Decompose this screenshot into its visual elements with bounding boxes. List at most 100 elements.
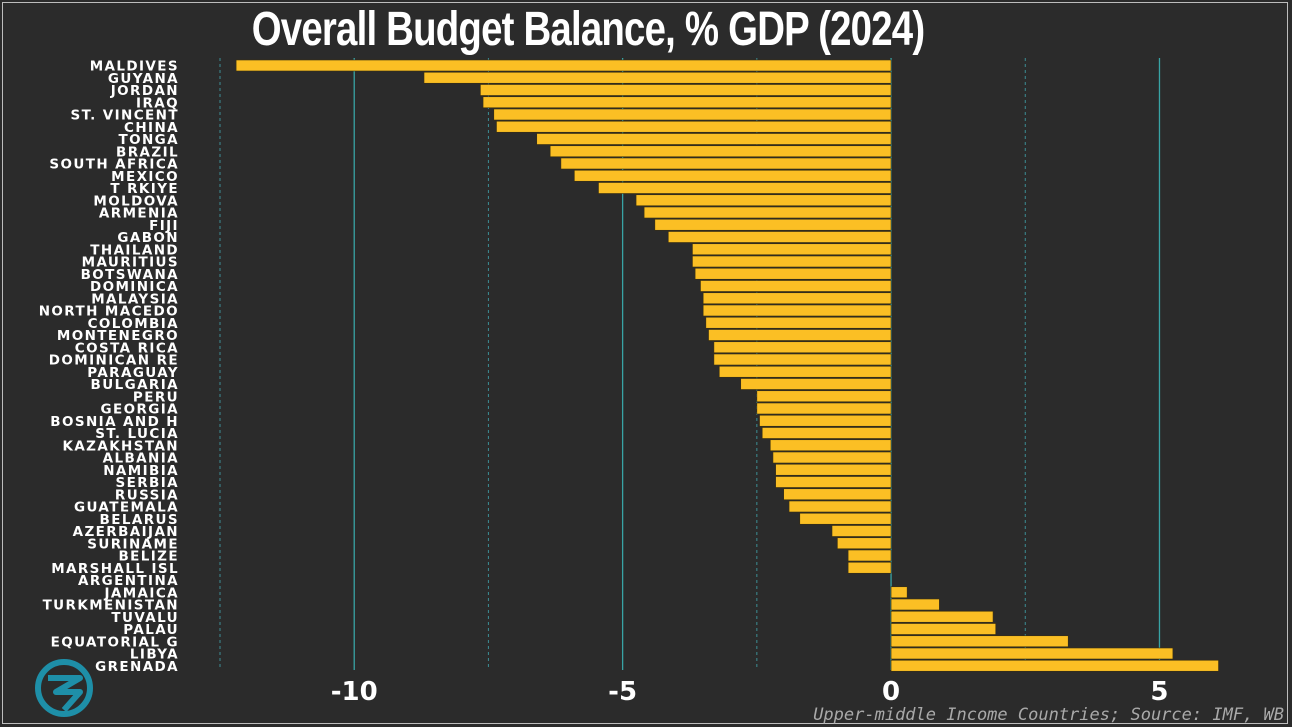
bar-13 xyxy=(654,218,892,231)
bar-4 xyxy=(493,108,892,121)
x-axis-ticks: -10 -5 0 5 xyxy=(331,677,1169,707)
bar-2 xyxy=(480,84,892,96)
category-label-1: GUYANA xyxy=(108,71,179,87)
category-label-16: MAURITIUS xyxy=(82,255,179,271)
bar-49 xyxy=(890,659,1219,672)
category-label-7: BRAZIL xyxy=(116,144,179,160)
category-label-21: COLOMBIA xyxy=(88,316,179,332)
bar-30 xyxy=(761,427,892,439)
category-label-41: MARSHALL ISL xyxy=(51,561,179,577)
bar-19 xyxy=(702,292,892,305)
category-label-29: BOSNIA AND H xyxy=(50,414,179,430)
bar-25 xyxy=(718,365,892,378)
category-label-17: BOTSWANA xyxy=(81,267,179,283)
brand-logo-icon xyxy=(35,659,93,717)
category-label-36: GUATEMALA xyxy=(74,500,179,516)
category-label-15: THAILAND xyxy=(90,242,179,258)
bar-6 xyxy=(536,133,892,145)
bar-7 xyxy=(549,145,892,158)
bar-41 xyxy=(847,561,892,574)
category-label-6: TONGA xyxy=(118,132,179,148)
bar-10 xyxy=(598,182,892,194)
x-tick-label-3: 5 xyxy=(1150,677,1168,707)
category-label-0: MALDIVES xyxy=(90,59,179,75)
category-label-39: SURINAME xyxy=(87,536,179,552)
category-label-28: GEORGIA xyxy=(100,402,179,418)
bar-43 xyxy=(890,586,908,599)
bar-44 xyxy=(890,598,940,611)
bar-23 xyxy=(713,341,892,354)
bar-21 xyxy=(705,316,892,329)
bar-33 xyxy=(775,463,892,476)
bar-20 xyxy=(702,304,892,317)
category-label-9: MEXICO xyxy=(111,169,179,185)
category-label-46: PALAU xyxy=(123,622,179,638)
category-label-8: SOUTH AFRICA xyxy=(49,157,179,173)
category-label-12: ARMENIA xyxy=(99,206,179,222)
bar-31 xyxy=(769,439,892,452)
bar-16 xyxy=(692,255,892,268)
bar-28 xyxy=(756,402,892,415)
bar-32 xyxy=(772,451,892,464)
bar-27 xyxy=(756,390,892,403)
bar-24 xyxy=(713,353,892,366)
category-label-11: MOLDOVA xyxy=(93,193,179,209)
bar-48 xyxy=(890,647,1174,660)
category-label-24: DOMINICAN RE xyxy=(49,353,179,369)
bar-1 xyxy=(423,71,892,84)
bar-17 xyxy=(694,267,892,280)
category-label-20: NORTH MACEDO xyxy=(39,304,179,320)
category-label-10: T RKIYE xyxy=(110,181,179,197)
category-label-37: BELARUS xyxy=(100,512,179,528)
category-label-34: SERBIA xyxy=(115,475,179,491)
bar-0 xyxy=(235,59,892,72)
bar-layer xyxy=(235,59,1219,672)
category-label-22: MONTENEGRO xyxy=(57,328,179,344)
bar-3 xyxy=(482,96,892,109)
bar-8 xyxy=(560,157,892,170)
bar-46 xyxy=(890,623,997,635)
category-label-27: PERU xyxy=(133,389,179,405)
x-tick-label-0: -10 xyxy=(331,677,378,707)
category-label-40: BELIZE xyxy=(118,549,179,565)
bar-14 xyxy=(667,231,892,243)
bar-36 xyxy=(788,500,892,513)
bar-38 xyxy=(831,525,892,537)
category-label-31: KAZAKHSTAN xyxy=(62,438,179,454)
bar-11 xyxy=(635,194,892,207)
bar-18 xyxy=(700,280,892,292)
bar-47 xyxy=(890,635,1069,648)
bar-40 xyxy=(847,549,892,562)
source-note: Upper-middle Income Countries; Source: I… xyxy=(813,705,1284,725)
bar-15 xyxy=(692,243,892,256)
category-label-49: GRENADA xyxy=(95,659,179,675)
category-label-18: DOMINICA xyxy=(90,279,179,295)
category-label-5: CHINA xyxy=(124,120,179,136)
bar-26 xyxy=(740,378,892,390)
category-label-45: TUVALU xyxy=(111,610,179,626)
bar-5 xyxy=(496,120,892,133)
category-label-2: JORDAN xyxy=(110,83,179,99)
bar-9 xyxy=(574,169,892,182)
category-label-4: ST. VINCENT xyxy=(70,108,179,124)
bar-37 xyxy=(799,512,892,525)
category-label-38: AZERBAIJAN xyxy=(73,524,179,540)
category-label-23: COSTA RICA xyxy=(75,340,179,356)
category-label-14: GABON xyxy=(117,230,179,246)
category-label-25: PARAGUAY xyxy=(87,365,179,381)
category-label-47: EQUATORIAL G xyxy=(51,634,179,650)
bar-34 xyxy=(775,476,892,488)
bar-39 xyxy=(837,537,892,550)
category-label-48: LIBYA xyxy=(130,647,179,663)
bar-29 xyxy=(759,414,892,427)
category-label-32: ALBANIA xyxy=(103,451,179,467)
category-label-42: ARGENTINA xyxy=(78,573,179,589)
bar-35 xyxy=(783,488,892,501)
category-label-43: JAMAICA xyxy=(103,585,179,601)
category-label-44: TURKMENISTAN xyxy=(43,598,179,614)
bar-22 xyxy=(708,329,892,341)
category-label-3: IRAQ xyxy=(136,95,179,111)
category-label-26: BULGARIA xyxy=(91,377,179,393)
